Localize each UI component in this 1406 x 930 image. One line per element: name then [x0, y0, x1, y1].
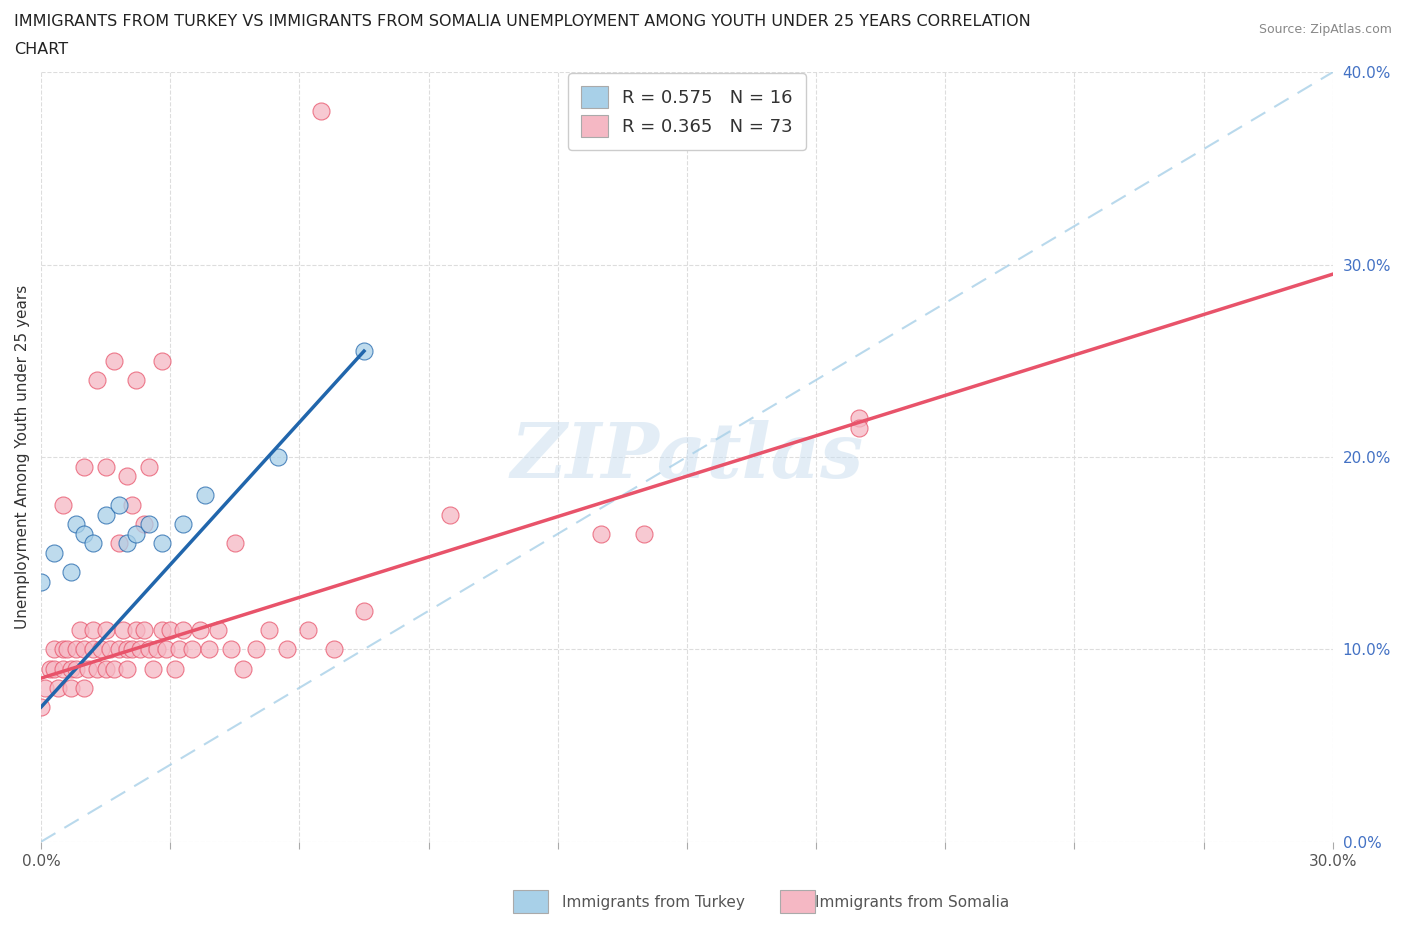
Point — [107, 498, 129, 512]
Point — [77, 661, 100, 676]
Point — [138, 459, 160, 474]
Point — [52, 498, 75, 512]
Point — [52, 642, 75, 657]
Point — [163, 661, 186, 676]
Point — [138, 517, 160, 532]
Point — [589, 526, 612, 541]
Point — [60, 661, 83, 676]
Text: Immigrants from Turkey: Immigrants from Turkey — [562, 895, 745, 910]
Point — [150, 622, 173, 637]
Point — [125, 622, 148, 637]
Text: ZIPatlas: ZIPatlas — [510, 420, 863, 494]
Text: Source: ZipAtlas.com: Source: ZipAtlas.com — [1258, 23, 1392, 36]
Point — [146, 642, 169, 657]
Point — [73, 459, 96, 474]
Point — [52, 661, 75, 676]
Point — [94, 459, 117, 474]
Point — [150, 353, 173, 368]
Point — [73, 642, 96, 657]
Point — [65, 661, 87, 676]
Point — [633, 526, 655, 541]
Point — [38, 661, 60, 676]
Point — [86, 373, 108, 388]
Point — [190, 622, 212, 637]
Point — [42, 642, 65, 657]
Point — [259, 622, 281, 637]
Point — [98, 642, 121, 657]
Point — [848, 411, 870, 426]
Point — [73, 681, 96, 696]
Point — [107, 642, 129, 657]
Point — [155, 642, 177, 657]
Text: CHART: CHART — [14, 42, 67, 57]
Point — [42, 546, 65, 561]
Point — [245, 642, 267, 657]
Point — [224, 536, 246, 551]
Point — [111, 622, 134, 637]
Point — [848, 420, 870, 435]
Point — [125, 526, 148, 541]
Point — [42, 661, 65, 676]
Point — [159, 622, 181, 637]
Point — [121, 642, 143, 657]
Point — [94, 622, 117, 637]
Point — [46, 681, 69, 696]
Point — [82, 642, 104, 657]
Text: Immigrants from Somalia: Immigrants from Somalia — [815, 895, 1010, 910]
Point — [180, 642, 202, 657]
Point — [267, 449, 290, 464]
Point — [73, 526, 96, 541]
Point — [322, 642, 344, 657]
Point — [115, 536, 138, 551]
Point — [134, 622, 156, 637]
Point — [82, 622, 104, 637]
Point — [103, 661, 125, 676]
Point — [103, 353, 125, 368]
Point — [194, 488, 217, 503]
Point — [107, 536, 129, 551]
Point — [172, 517, 194, 532]
Point — [276, 642, 298, 657]
Text: IMMIGRANTS FROM TURKEY VS IMMIGRANTS FROM SOMALIA UNEMPLOYMENT AMONG YOUTH UNDER: IMMIGRANTS FROM TURKEY VS IMMIGRANTS FRO… — [14, 14, 1031, 29]
Legend: R = 0.575   N = 16, R = 0.365   N = 73: R = 0.575 N = 16, R = 0.365 N = 73 — [568, 73, 806, 150]
Point — [232, 661, 254, 676]
Point — [90, 642, 112, 657]
Point — [353, 344, 375, 359]
Point — [207, 622, 229, 637]
Point — [115, 642, 138, 657]
Point — [353, 604, 375, 618]
Point — [219, 642, 242, 657]
Point — [309, 103, 332, 118]
Point — [65, 517, 87, 532]
Point — [129, 642, 152, 657]
Point — [69, 622, 91, 637]
Point — [115, 661, 138, 676]
Point — [439, 507, 461, 522]
Point — [60, 681, 83, 696]
Point — [94, 661, 117, 676]
Point — [65, 642, 87, 657]
Point — [172, 622, 194, 637]
Point — [82, 536, 104, 551]
Point — [94, 507, 117, 522]
Point — [30, 699, 52, 714]
Point — [125, 373, 148, 388]
Y-axis label: Unemployment Among Youth under 25 years: Unemployment Among Youth under 25 years — [15, 285, 30, 629]
Point — [138, 642, 160, 657]
Point — [60, 565, 83, 579]
Point — [297, 622, 319, 637]
Point — [142, 661, 165, 676]
Point — [86, 661, 108, 676]
Point — [56, 642, 79, 657]
Point — [34, 681, 56, 696]
Point — [30, 575, 52, 590]
Point — [134, 517, 156, 532]
Point — [167, 642, 190, 657]
Point — [121, 498, 143, 512]
Point — [115, 469, 138, 484]
Point — [150, 536, 173, 551]
Point — [198, 642, 221, 657]
